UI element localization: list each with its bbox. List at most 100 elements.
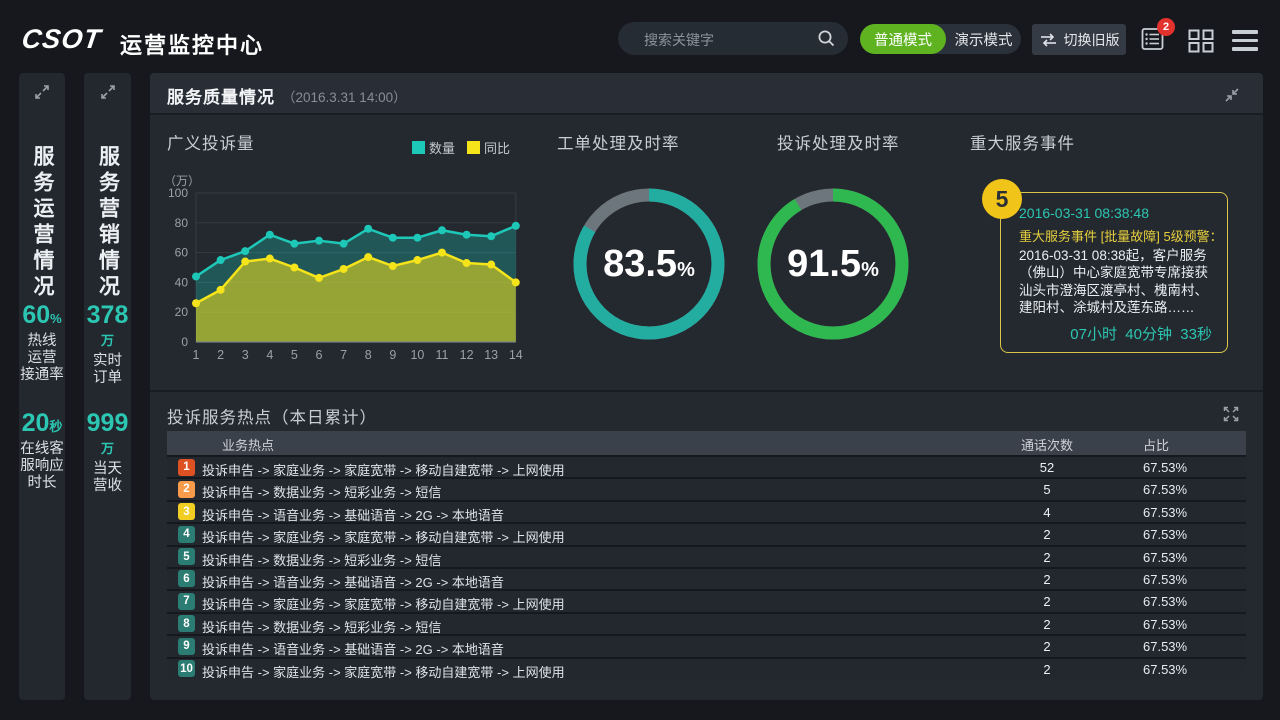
table-row[interactable]: 1 投诉申告 -> 家庭业务 -> 家庭宽带 -> 移动自建宽带 -> 上网使用… (167, 455, 1246, 478)
call-count: 2 (1043, 616, 1051, 632)
stat-response-time: 20秒 在线客 服响应 时长 (19, 409, 65, 492)
svg-text:14: 14 (509, 348, 523, 362)
svg-text:（万）: （万） (164, 174, 200, 188)
percent: 67.53% (1143, 571, 1188, 587)
mode-normal-button[interactable]: 普通模式 (860, 24, 946, 54)
rank-badge: 10 (178, 660, 195, 678)
percent: 67.53% (1143, 639, 1188, 655)
stat-value: 60 (22, 301, 51, 329)
hotspot-label: 投诉申告 -> 语音业务 -> 基础语音 -> 2G -> 本地语音 (202, 507, 504, 523)
svg-text:13: 13 (484, 348, 498, 362)
table-row[interactable]: 4 投诉申告 -> 家庭业务 -> 家庭宽带 -> 移动自建宽带 -> 上网使用… (167, 522, 1246, 545)
fullscreen-icon[interactable] (1222, 405, 1240, 423)
csot-logo: CSOT (19, 24, 104, 54)
call-count: 2 (1043, 527, 1051, 543)
workorder-gauge: 83.5% (573, 188, 725, 340)
topbar: CSOT 运营监控中心 普通模式 演示模式 切换旧版 (0, 0, 1280, 72)
app-title: 运营监控中心 (120, 33, 265, 58)
apps-grid-icon[interactable] (1188, 29, 1214, 53)
notification-badge: 2 (1157, 18, 1175, 36)
table-row[interactable]: 5 投诉申告 -> 数据业务 -> 短彩业务 -> 短信 2 67.53% (167, 544, 1246, 568)
rank-badge: 4 (178, 525, 195, 543)
hotspot-label: 投诉申告 -> 语音业务 -> 基础语音 -> 2G -> 本地语音 (202, 574, 504, 590)
stat-label: 热线 运营 接通率 (20, 333, 64, 383)
legend-swatch (467, 141, 480, 154)
switch-old-version-button[interactable]: 切换旧版 (1032, 24, 1126, 55)
svg-text:100: 100 (168, 186, 188, 200)
svg-text:1: 1 (193, 348, 200, 362)
notifications-icon[interactable]: 2 (1141, 18, 1175, 52)
rank-badge: 3 (178, 503, 195, 521)
table-row[interactable]: 7 投诉申告 -> 家庭业务 -> 家庭宽带 -> 移动自建宽带 -> 上网使用… (167, 589, 1246, 612)
gauge-unit: % (861, 258, 879, 281)
collapse-icon[interactable] (1223, 86, 1241, 104)
percent: 67.53% (1143, 504, 1188, 520)
rank-badge: 6 (178, 570, 195, 588)
mode-demo-button[interactable]: 演示模式 (954, 32, 1013, 49)
stat-realtime-orders: 378 万 实时 订单 (84, 301, 131, 387)
hotspot-label: 投诉申告 -> 家庭业务 -> 家庭宽带 -> 移动自建宽带 -> 上网使用 (202, 463, 565, 478)
switch-old-label: 切换旧版 (1063, 31, 1120, 48)
svg-text:5: 5 (291, 348, 298, 362)
call-count: 2 (1043, 639, 1051, 655)
sidebar-panel-marketing[interactable]: 服务营销情况 378 万 实时 订单 999 万 当天 营收 (84, 73, 131, 700)
svg-text:9: 9 (389, 348, 396, 362)
column-header-calls: 通话次数 (1020, 438, 1073, 453)
expand-icon[interactable] (33, 83, 51, 101)
table-row[interactable]: 9 投诉申告 -> 语音业务 -> 基础语音 -> 2G -> 本地语音 2 6… (167, 634, 1246, 657)
rank-badge: 5 (178, 548, 195, 566)
search-icon[interactable] (817, 29, 836, 48)
call-count: 52 (1039, 460, 1055, 475)
svg-text:20: 20 (175, 305, 189, 319)
percent: 67.53% (1143, 616, 1188, 632)
rank-badge: 1 (178, 458, 195, 476)
svg-text:3: 3 (242, 348, 249, 362)
section-divider (150, 390, 1263, 392)
table-row[interactable]: 3 投诉申告 -> 语音业务 -> 基础语音 -> 2G -> 本地语音 4 6… (167, 499, 1246, 523)
percent: 67.53% (1143, 661, 1188, 677)
search-input[interactable] (642, 22, 816, 57)
stat-unit: 万 (100, 441, 114, 456)
call-count: 2 (1043, 571, 1051, 587)
panel-timestamp: （2016.3.31 14:00） (282, 90, 407, 105)
hotspots-title: 投诉服务热点（本日累计） (167, 409, 377, 427)
search-box[interactable] (618, 22, 848, 57)
call-count: 2 (1043, 661, 1051, 677)
rank-badge: 7 (178, 592, 195, 610)
event-elapsed-timer: 07小时 40分钟 33秒 (1070, 326, 1212, 343)
gauge-unit: % (677, 258, 695, 281)
stat-label: 在线客 服响应 时长 (20, 441, 64, 491)
sidebar-panel-operations[interactable]: 服务运营情况 60% 热线 运营 接通率 20秒 在线客 服响应 时长 (19, 73, 65, 700)
table-row[interactable]: 6 投诉申告 -> 语音业务 -> 基础语音 -> 2G -> 本地语音 2 6… (167, 566, 1246, 590)
rank-badge: 2 (178, 480, 195, 498)
svg-text:60: 60 (175, 246, 189, 260)
table-row[interactable]: 2 投诉申告 -> 数据业务 -> 短彩业务 -> 短信 5 67.53% (167, 477, 1246, 500)
call-count: 4 (1043, 504, 1051, 520)
hotspot-label: 投诉申告 -> 家庭业务 -> 家庭宽带 -> 移动自建宽带 -> 上网使用 (202, 664, 565, 680)
stat-unit: 秒 (49, 419, 63, 434)
svg-text:11: 11 (436, 348, 449, 362)
gauge-title-complaint: 投诉处理及时率 (777, 135, 900, 153)
rank-badge: 9 (178, 637, 195, 655)
legend-item-yoy[interactable]: 同比 (467, 138, 510, 157)
call-count: 2 (1043, 594, 1051, 610)
gauge-value: 83.5 (603, 242, 678, 285)
stat-value: 999 (86, 409, 129, 437)
svg-text:0: 0 (181, 335, 188, 349)
call-count: 5 (1043, 482, 1051, 498)
mode-toggle: 普通模式 演示模式 (860, 24, 1021, 54)
legend-swatch (412, 141, 425, 154)
chart-title: 广义投诉量 (167, 135, 255, 153)
swap-icon (1039, 32, 1058, 47)
legend-item-quantity[interactable]: 数量 (412, 138, 455, 157)
expand-icon[interactable] (99, 83, 117, 101)
table-row[interactable]: 10 投诉申告 -> 家庭业务 -> 家庭宽带 -> 移动自建宽带 -> 上网使… (167, 656, 1246, 680)
svg-text:2: 2 (217, 348, 224, 362)
table-row[interactable]: 8 投诉申告 -> 数据业务 -> 短彩业务 -> 短信 2 67.53% (167, 611, 1246, 635)
menu-icon[interactable] (1232, 30, 1258, 52)
complaint-gauge: 91.5% (757, 188, 909, 340)
event-count-badge: 5 (982, 179, 1022, 219)
event-headline: 重大服务事件 [批量故障] 5级预警： (1019, 229, 1223, 244)
